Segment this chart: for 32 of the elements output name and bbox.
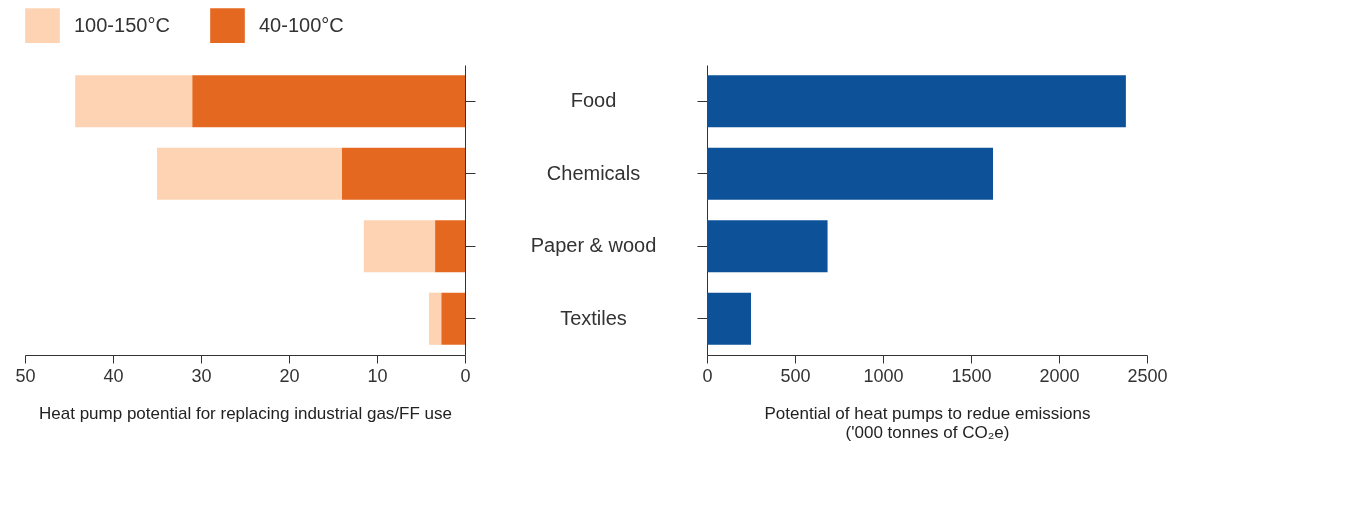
x-tick-label: 2000: [1039, 365, 1080, 386]
x-tick-label: 0: [702, 365, 713, 386]
legend-label: 100-150°C: [74, 13, 170, 36]
bar: [363, 220, 436, 273]
bar: [435, 220, 465, 273]
bar: [428, 292, 442, 345]
x-tick-label: 20: [279, 365, 300, 386]
bar: [441, 292, 465, 345]
x-tick-label: 50: [15, 365, 36, 386]
x-tick-label: 10: [367, 365, 388, 386]
bar: [341, 147, 465, 200]
bar: [192, 75, 465, 128]
legend-label: 40-100°C: [259, 13, 344, 36]
bar: [707, 292, 751, 345]
x-axis-title: Heat pump potential for replacing industrial gas/FF use: [39, 403, 452, 423]
bar: [707, 147, 993, 200]
x-tick-label: 40: [103, 365, 124, 386]
y-tick-label: Chemicals: [546, 161, 641, 184]
x-tick-label: 1500: [951, 365, 992, 386]
x-tick-label: 1000: [863, 365, 904, 386]
x-tick-label: 0: [460, 365, 471, 386]
bar: [157, 147, 342, 200]
y-tick-label: Paper & wood: [530, 234, 657, 257]
x-tick-label: 500: [780, 365, 811, 386]
bar: [707, 220, 828, 273]
y-tick-label: Textiles: [560, 306, 627, 329]
y-tick-label: Food: [570, 89, 617, 112]
x-axis-title: Potential of heat pumps to redue emissions ('000 tonnes of CO₂e): [764, 403, 1091, 442]
bar: [707, 75, 1126, 128]
x-tick-label: 30: [191, 365, 212, 386]
bar: [75, 75, 193, 128]
x-tick-label: 2500: [1127, 365, 1168, 386]
